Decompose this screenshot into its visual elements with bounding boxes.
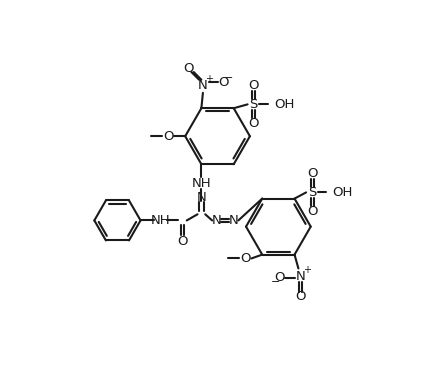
Text: −: − (271, 277, 280, 287)
Text: S: S (250, 98, 258, 111)
Text: N: N (198, 79, 208, 91)
Text: O: O (177, 235, 187, 248)
Text: O: O (307, 167, 318, 180)
Text: O: O (275, 271, 285, 284)
Text: N: N (296, 270, 306, 283)
Text: O: O (219, 76, 229, 88)
Text: N: N (197, 191, 206, 204)
Text: O: O (296, 290, 306, 304)
Text: −: − (224, 73, 233, 83)
Text: O: O (163, 130, 173, 143)
Text: O: O (183, 62, 194, 76)
Text: O: O (248, 79, 259, 91)
Text: N: N (212, 214, 222, 227)
Text: OH: OH (332, 186, 353, 199)
Text: O: O (248, 117, 259, 130)
Text: O: O (307, 205, 318, 218)
Text: NH: NH (191, 177, 211, 190)
Text: N: N (229, 214, 239, 227)
Text: NH: NH (151, 214, 170, 227)
Text: S: S (308, 186, 316, 199)
Text: +: + (303, 265, 311, 275)
Text: O: O (240, 252, 251, 265)
Text: +: + (205, 74, 213, 84)
Text: OH: OH (274, 98, 294, 111)
